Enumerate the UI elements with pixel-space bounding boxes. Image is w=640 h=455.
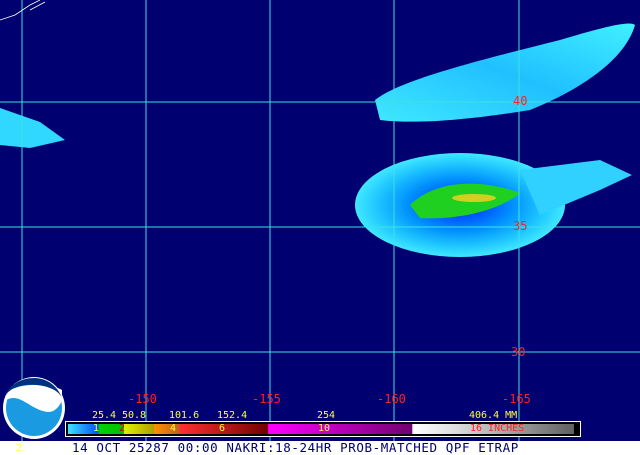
legend-in-2: 2 — [119, 423, 126, 434]
title-bar: 14 OCT 25287 00:00 NAKRI:18-24HR PROB-MA… — [0, 441, 640, 455]
legend-mm-254: 254 — [317, 410, 336, 421]
legend-mm-152: 152.4 — [217, 410, 248, 421]
legend-in-6: 6 — [219, 423, 226, 434]
noaa-logo: NOAA — [3, 377, 65, 439]
lat-label-35: 35 — [513, 219, 528, 233]
legend-mm-101: 101.6 — [169, 410, 200, 421]
lat-label-30: 30 — [511, 345, 526, 359]
legend-mm-25: 25.4 — [92, 410, 117, 421]
legend-in-4: 4 — [170, 423, 177, 434]
coastline — [0, 0, 46, 21]
lon-label-150: -150 — [128, 392, 157, 406]
precip-band-north — [375, 23, 635, 122]
precip-max-yellow — [452, 194, 496, 202]
lon-label-155: -155 — [252, 392, 281, 406]
legend-mm-50: 50.8 — [122, 410, 147, 421]
legend-in-1: 1 — [93, 423, 100, 434]
color-legend-bar: 1 2 4 6 10 16 INCHES — [65, 421, 581, 437]
legend-mm-406: 406.4 MM — [469, 410, 518, 421]
precip-tail-east — [520, 160, 632, 215]
legend-in-16: 16 INCHES — [470, 423, 525, 434]
precip-band-west — [0, 108, 65, 148]
lon-label-165: -165 — [502, 392, 531, 406]
lon-label-160: -160 — [377, 392, 406, 406]
legend-in-10: 10 — [318, 423, 331, 434]
lat-label-40: 40 — [513, 94, 528, 108]
corner-label: 2 — [16, 443, 23, 454]
svg-text:NOAA: NOAA — [24, 387, 44, 394]
map-title: 14 OCT 25287 00:00 NAKRI:18-24HR PROB-MA… — [72, 440, 519, 455]
